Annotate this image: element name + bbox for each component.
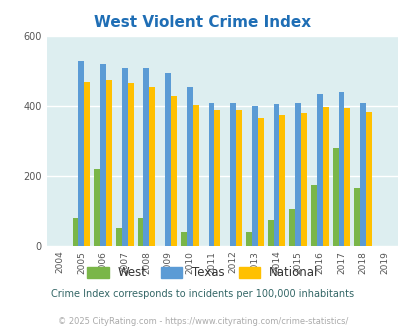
Bar: [322, 107, 328, 246]
Bar: [208, 103, 214, 246]
Bar: [332, 148, 338, 246]
Bar: [354, 188, 359, 246]
Bar: [316, 94, 322, 246]
Bar: [116, 228, 121, 246]
Bar: [171, 96, 177, 246]
Bar: [127, 83, 133, 246]
Bar: [100, 64, 106, 246]
Bar: [72, 218, 78, 246]
Bar: [181, 232, 186, 246]
Text: © 2025 CityRating.com - https://www.cityrating.com/crime-statistics/: © 2025 CityRating.com - https://www.city…: [58, 317, 347, 326]
Bar: [192, 105, 198, 246]
Bar: [294, 103, 301, 246]
Bar: [301, 113, 306, 246]
Bar: [84, 82, 90, 246]
Bar: [143, 68, 149, 246]
Text: Crime Index corresponds to incidents per 100,000 inhabitants: Crime Index corresponds to incidents per…: [51, 289, 354, 299]
Bar: [235, 110, 241, 246]
Bar: [78, 61, 84, 246]
Bar: [149, 87, 155, 246]
Bar: [267, 220, 273, 246]
Bar: [338, 92, 343, 246]
Bar: [257, 118, 263, 246]
Bar: [214, 110, 220, 246]
Bar: [106, 80, 111, 246]
Bar: [365, 112, 371, 246]
Bar: [122, 68, 127, 246]
Bar: [186, 87, 192, 246]
Bar: [359, 103, 365, 246]
Bar: [279, 115, 285, 246]
Bar: [251, 106, 257, 246]
Bar: [289, 209, 294, 246]
Bar: [94, 169, 100, 246]
Bar: [245, 232, 251, 246]
Bar: [343, 108, 350, 246]
Legend: West, Texas, National: West, Texas, National: [82, 262, 323, 284]
Text: West Violent Crime Index: West Violent Crime Index: [94, 15, 311, 30]
Bar: [273, 104, 279, 246]
Bar: [137, 218, 143, 246]
Bar: [310, 185, 316, 246]
Bar: [230, 103, 235, 246]
Bar: [165, 73, 171, 246]
